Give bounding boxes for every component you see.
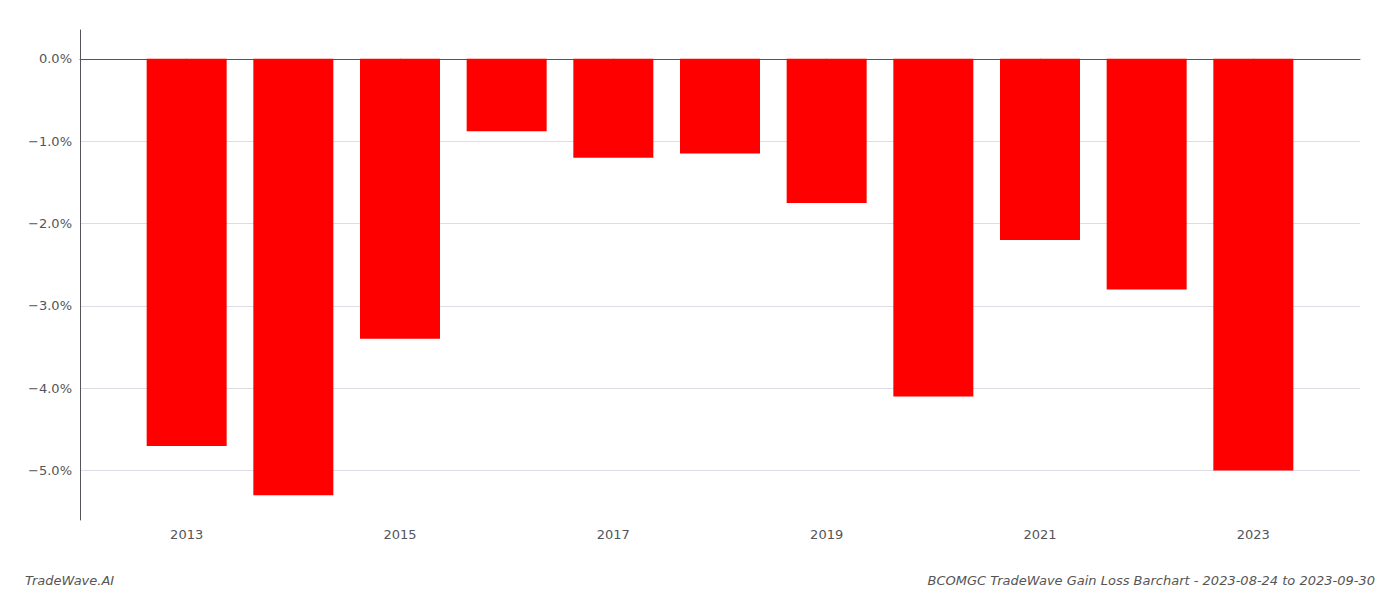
svg-text:2021: 2021 bbox=[1023, 527, 1056, 542]
svg-text:2015: 2015 bbox=[383, 527, 416, 542]
svg-text:2017: 2017 bbox=[597, 527, 630, 542]
svg-text:2013: 2013 bbox=[170, 527, 203, 542]
svg-text:−5.0%: −5.0% bbox=[28, 463, 72, 478]
svg-text:BCOMGC TradeWave Gain Loss Bar: BCOMGC TradeWave Gain Loss Barchart - 20… bbox=[928, 573, 1375, 588]
svg-text:−1.0%: −1.0% bbox=[28, 134, 72, 149]
svg-text:2023: 2023 bbox=[1237, 527, 1270, 542]
svg-text:2019: 2019 bbox=[810, 527, 843, 542]
svg-text:−3.0%: −3.0% bbox=[28, 298, 72, 313]
svg-text:−4.0%: −4.0% bbox=[28, 381, 72, 396]
svg-text:−2.0%: −2.0% bbox=[28, 216, 72, 231]
svg-text:TradeWave.AI: TradeWave.AI bbox=[25, 573, 114, 588]
svg-text:0.0%: 0.0% bbox=[39, 51, 72, 66]
